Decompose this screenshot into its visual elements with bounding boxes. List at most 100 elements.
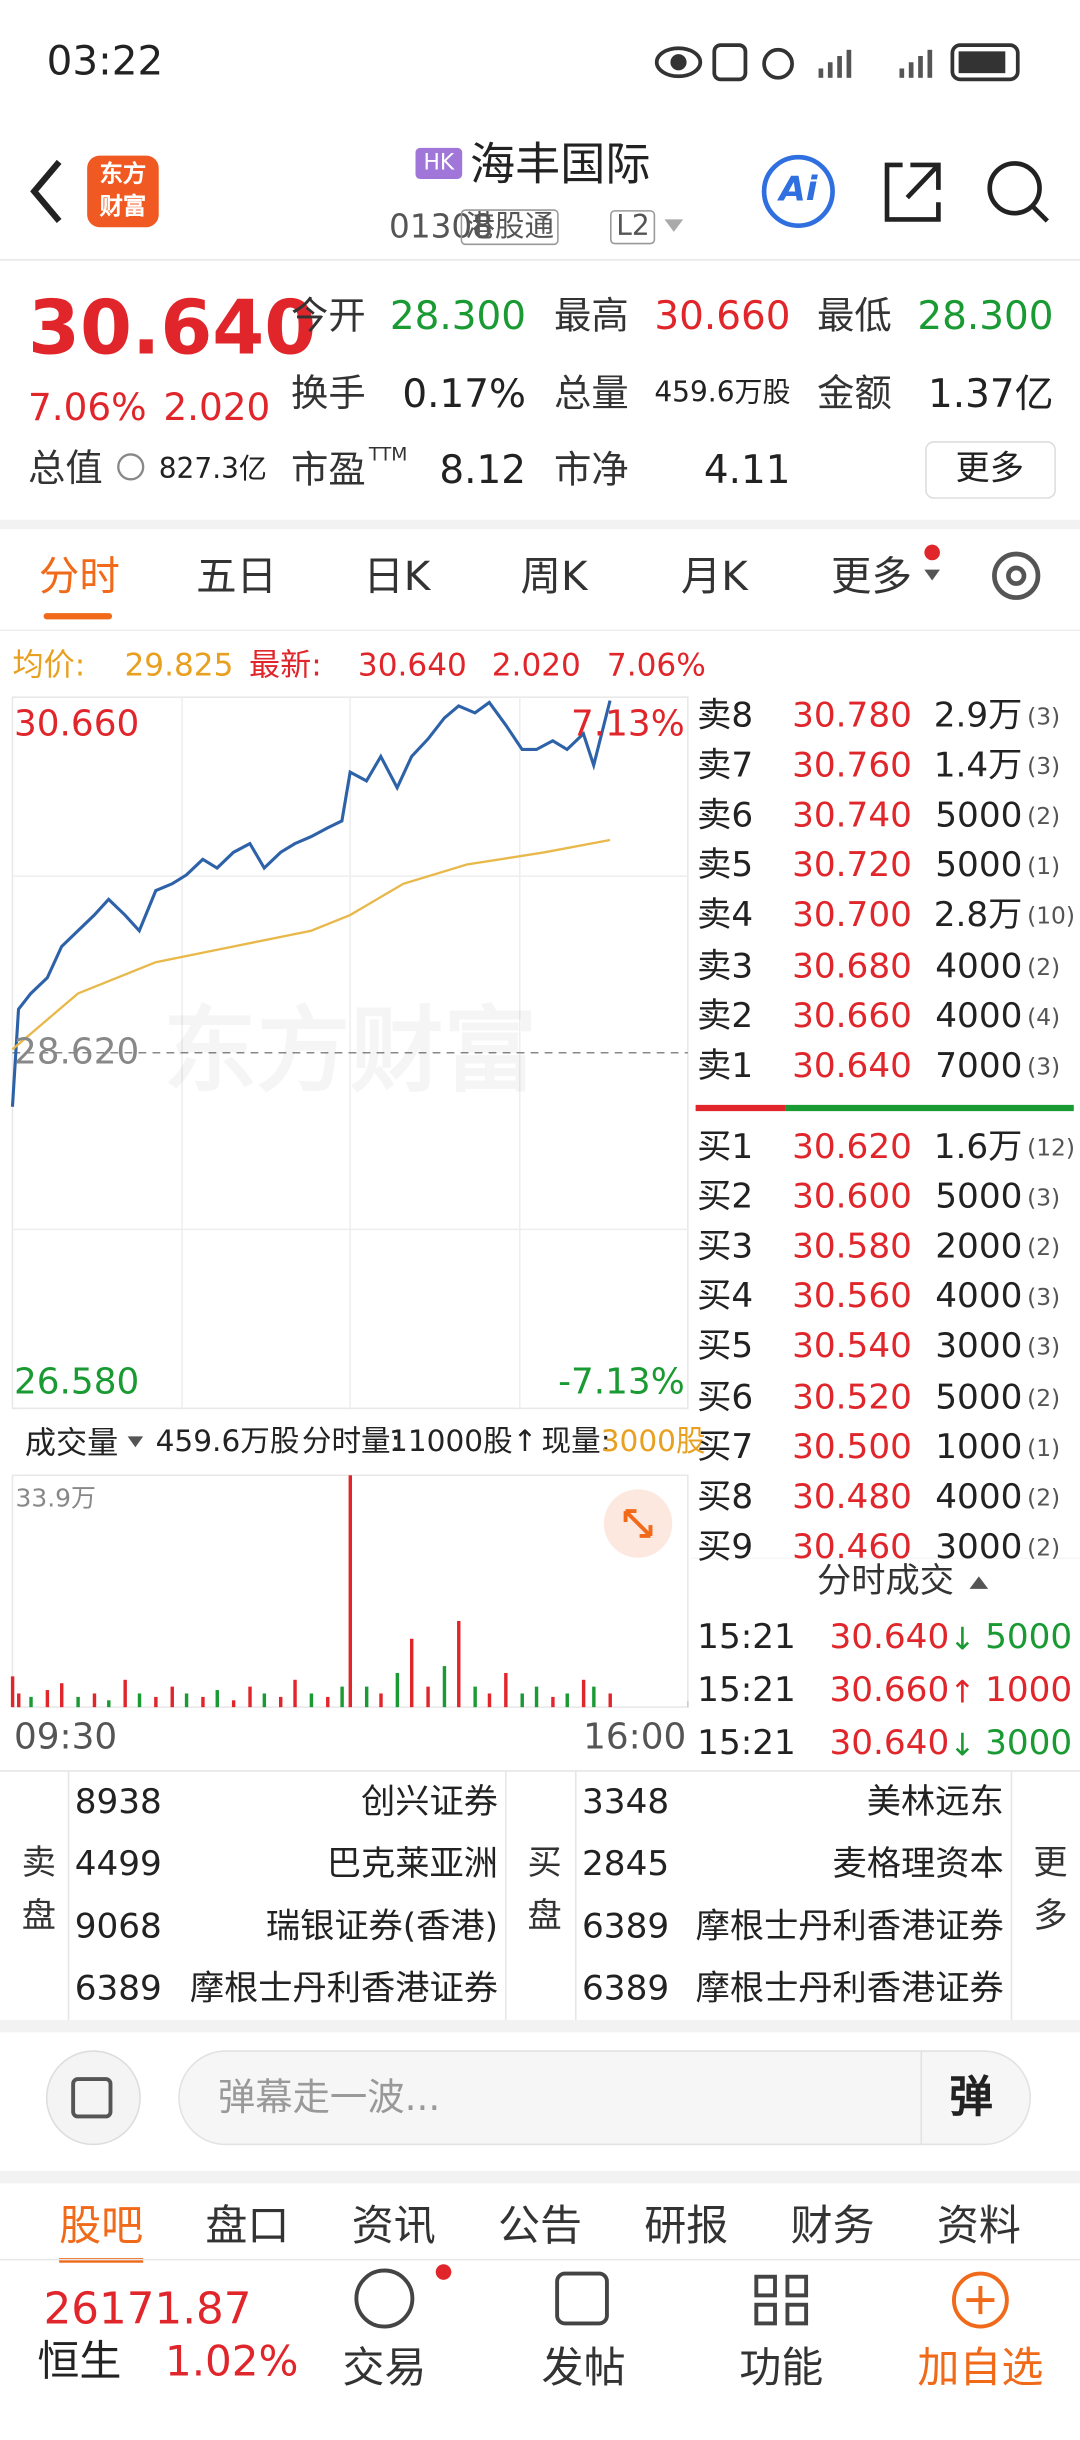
index-pct[interactable]: 1.02%: [164, 2338, 299, 2387]
comment-placeholder[interactable]: 弹幕走一波...: [217, 2075, 441, 2120]
trade-price: 30.640: [829, 1618, 950, 1658]
volume-bar: [309, 1693, 314, 1708]
danmaku-button[interactable]: 弹: [949, 2071, 993, 2123]
field-value: 1.37亿: [928, 370, 1054, 416]
trades-title[interactable]: 分时成交: [816, 1562, 954, 1602]
bottom-tab[interactable]: 研报: [644, 2202, 729, 2252]
tab[interactable]: 五日: [196, 554, 278, 601]
more-button[interactable]: [925, 441, 1056, 499]
tab[interactable]: 月K: [680, 554, 748, 601]
bottom-tab[interactable]: 财务: [790, 2202, 875, 2252]
volume-bar: [262, 1693, 267, 1708]
field-label: 最高: [554, 294, 629, 338]
ai-label[interactable]: Ai: [779, 171, 818, 211]
post-icon[interactable]: [555, 2271, 609, 2326]
book-count: (1): [1027, 852, 1061, 881]
tab[interactable]: 更多: [830, 554, 912, 601]
market-value: 827.3亿: [158, 452, 267, 486]
book-price: 30.680: [792, 946, 912, 986]
book-label: 买3: [697, 1228, 754, 1268]
book-volume: 4000: [935, 946, 1023, 986]
book-price: 30.740: [792, 797, 912, 836]
add-icon[interactable]: [952, 2271, 1009, 2329]
index-value[interactable]: 26171.87: [43, 2282, 252, 2335]
volume-bar: [231, 1700, 236, 1708]
volume-bar: [581, 1679, 586, 1708]
broker-name: 巴克莱亚洲: [326, 1845, 498, 1885]
tab[interactable]: 日K: [363, 554, 431, 601]
field-value: 8.12: [439, 447, 526, 493]
book-count: (4): [1027, 1002, 1061, 1031]
nav-item[interactable]: 发帖: [541, 2344, 626, 2393]
book-label: 买1: [697, 1128, 754, 1168]
volume-bar: [340, 1686, 344, 1708]
book-price: 30.760: [792, 747, 912, 787]
book-volume: 5000: [935, 847, 1023, 886]
volume-bar: [520, 1693, 524, 1708]
function-icon[interactable]: [754, 2274, 809, 2326]
search-icon[interactable]: [987, 161, 1042, 216]
comment-input[interactable]: [178, 2050, 1031, 2146]
book-price: 30.700: [792, 896, 912, 936]
share-icon[interactable]: [884, 162, 941, 222]
status-icons: [654, 43, 1020, 82]
volume-bar: [379, 1693, 383, 1708]
y2-tick-label: -7.13%: [558, 1362, 685, 1403]
trade-icon[interactable]: [354, 2268, 415, 2329]
back-icon[interactable]: [30, 159, 62, 223]
volume-bar: [60, 1683, 64, 1708]
broker-code: 3348: [582, 1783, 670, 1823]
tab[interactable]: 周K: [520, 554, 588, 601]
avg-bar-text: 均价:: [12, 645, 86, 684]
volume-bar: [17, 1693, 21, 1708]
trade-volume: 3000: [985, 1724, 1073, 1764]
index-name[interactable]: 恒生: [37, 2338, 122, 2387]
volume-bar: [45, 1690, 50, 1708]
bottom-tab[interactable]: 股吧: [59, 2202, 144, 2252]
tab[interactable]: 分时: [38, 554, 120, 601]
broker-name: 摩根士丹利香港证券: [695, 1907, 1004, 1947]
ai-icon[interactable]: [761, 154, 835, 228]
band: [0, 519, 1080, 530]
market-tag: 港股通: [460, 209, 559, 246]
volume-bar: [29, 1696, 33, 1708]
comment-icon[interactable]: [45, 2050, 141, 2146]
volume-bar: [215, 1690, 219, 1708]
nav-item[interactable]: 交易: [342, 2344, 427, 2393]
broker-more[interactable]: 更多: [1027, 1844, 1066, 1950]
nav-item[interactable]: 加自选: [917, 2344, 1044, 2393]
sort-icon[interactable]: [969, 1576, 989, 1589]
book-price: 30.560: [792, 1278, 912, 1318]
book-volume: 2.9万: [933, 697, 1023, 737]
change-pct: 7.06%: [28, 385, 147, 430]
period-value: 11000股↑: [389, 1424, 538, 1459]
avg-bar-text: 30.640: [357, 645, 467, 684]
status-time: 03:22: [46, 38, 164, 86]
nav-item[interactable]: 功能: [739, 2344, 824, 2393]
bottom-tab[interactable]: 盘口: [205, 2202, 290, 2252]
bottom-tab[interactable]: 公告: [497, 2202, 583, 2252]
y2-tick-label: 7.13%: [571, 704, 685, 745]
book-count: (3): [1027, 1283, 1061, 1312]
red-dot: [924, 544, 940, 561]
dropdown[interactable]: [664, 219, 684, 232]
field-value: 459.6万股: [654, 375, 791, 409]
x-tick-label: 16:00: [583, 1717, 687, 1758]
y-tick-label: 30.660: [14, 704, 140, 745]
volume-bar: [348, 1475, 353, 1708]
volume-bar: [248, 1686, 252, 1708]
buy-label: 买盘: [521, 1844, 561, 1950]
y-tick-label: 28.620: [14, 1031, 140, 1073]
market-value-label: 总值: [28, 446, 103, 491]
avg-bar-text: 2.020: [491, 645, 581, 684]
volume-selector[interactable]: 成交量: [24, 1423, 119, 1462]
field-label: 金额: [817, 371, 892, 415]
bottom-tab[interactable]: 资料: [936, 2202, 1021, 2252]
bottom-tab[interactable]: 资讯: [351, 2202, 436, 2252]
book-price: 30.460: [792, 1527, 912, 1567]
book-label: 卖3: [697, 946, 754, 986]
more-button-label[interactable]: 更多: [955, 449, 1024, 489]
volume-bar: [92, 1693, 97, 1708]
book-volume: 1.4万: [933, 747, 1023, 787]
settings-icon[interactable]: [992, 551, 1041, 600]
